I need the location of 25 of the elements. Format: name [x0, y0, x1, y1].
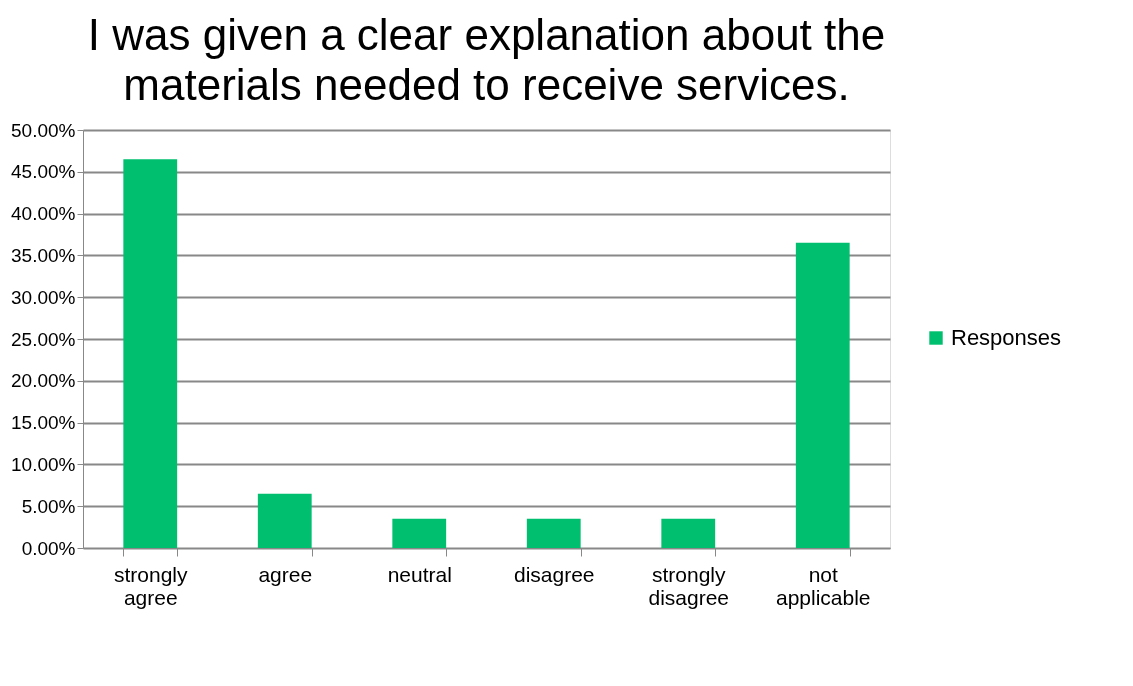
y-tick-label: 35.00%	[11, 244, 76, 266]
y-tick-label: 30.00%	[11, 286, 76, 308]
x-tick-label: disagree	[513, 562, 595, 586]
x-tick-label: strongly agree	[113, 562, 189, 609]
chart-title: I was given a clear explanation about the materials needed to receive services.	[87, 10, 886, 109]
y-tick-label: 0.00%	[21, 537, 76, 559]
bar	[795, 242, 850, 548]
y-tick-label: 10.00%	[11, 453, 76, 475]
bar	[661, 518, 716, 548]
bar	[526, 518, 581, 548]
legend-label: Responses	[951, 325, 1062, 350]
y-tick-label: 25.00%	[11, 328, 76, 350]
bar	[123, 159, 178, 548]
y-tick-label: 15.00%	[11, 412, 76, 434]
y-tick-label: 45.00%	[11, 161, 76, 183]
x-tick-label: not applicable	[775, 562, 871, 609]
bar	[257, 493, 312, 548]
y-tick-label: 40.00%	[11, 203, 76, 225]
y-tick-label: 20.00%	[11, 370, 76, 392]
x-tick-label: agree	[258, 562, 313, 586]
bar	[392, 518, 447, 548]
x-tick-label: neutral	[387, 562, 452, 586]
x-tick-label: strongly disagree	[648, 562, 730, 609]
y-tick-label: 5.00%	[21, 495, 76, 517]
y-tick-label: 50.00%	[11, 119, 76, 141]
